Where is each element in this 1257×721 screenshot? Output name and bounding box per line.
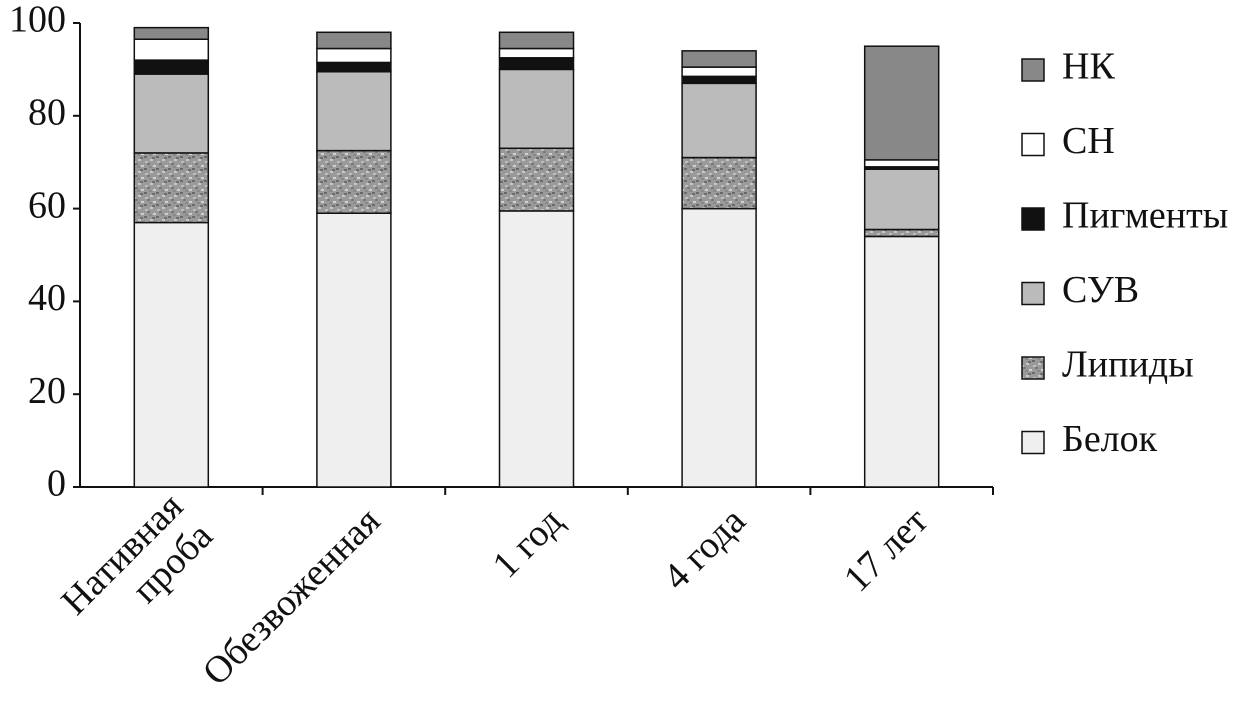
- legend-label: Липиды: [1062, 344, 1194, 386]
- legend-swatch: [1021, 132, 1045, 157]
- legend-swatch: [1021, 58, 1045, 82]
- y-tick-label: 80: [28, 92, 66, 134]
- legend-label: СН: [1062, 120, 1115, 162]
- bar-segment: [863, 159, 940, 168]
- legend-swatch: [1021, 207, 1045, 231]
- bar-segment: [316, 31, 392, 50]
- bar-segment: [316, 61, 392, 73]
- x-tick-label: 4 года: [655, 500, 754, 599]
- bar-segment: [863, 228, 940, 238]
- legend-label: Белок: [1062, 418, 1158, 460]
- bar-segment: [681, 66, 757, 78]
- bar-segment: [133, 221, 210, 488]
- legend-swatch: [1021, 356, 1045, 380]
- bar-segment: [681, 50, 757, 68]
- y-tick-label: 100: [9, 0, 66, 41]
- bar-segment: [498, 210, 575, 488]
- bar-segment: [681, 75, 757, 85]
- bar-segment: [316, 70, 392, 152]
- bar-segment: [681, 82, 757, 159]
- x-tick-label: Обезвоженная: [195, 500, 389, 694]
- x-tick-label: Нативнаяпроба: [53, 485, 220, 652]
- bar-segment: [681, 156, 757, 210]
- y-tick-label: 40: [28, 277, 66, 319]
- bar-segment: [316, 149, 392, 214]
- bar-segment: [863, 45, 940, 161]
- bar-segment: [498, 68, 575, 150]
- legend-swatch: [1021, 430, 1045, 455]
- bar-segment: [133, 152, 210, 224]
- y-tick-label: 20: [28, 370, 66, 412]
- bar-segment: [498, 147, 575, 212]
- bar-segment: [316, 212, 392, 488]
- x-tick-label: 17 лет: [836, 500, 937, 601]
- y-tick-label: 60: [28, 184, 66, 226]
- legend-label: Пигменты: [1062, 195, 1228, 237]
- legend-swatch: [1021, 281, 1045, 306]
- bar-segment: [133, 26, 210, 40]
- bar-segment: [863, 235, 940, 488]
- bar-segment: [133, 38, 210, 61]
- bar-segment: [316, 47, 392, 64]
- bar-segment: [498, 57, 575, 71]
- legend-label: СУВ: [1062, 269, 1139, 311]
- bar-segment: [133, 59, 210, 75]
- bar-segment: [681, 207, 757, 488]
- x-tick-label: 1 год: [484, 500, 571, 587]
- legend-label: НК: [1062, 46, 1115, 88]
- bar-segment: [498, 47, 575, 59]
- y-tick-label: 0: [47, 463, 66, 505]
- bar-segment: [498, 31, 575, 50]
- bar-segment: [863, 168, 940, 231]
- bar-segment: [133, 73, 210, 154]
